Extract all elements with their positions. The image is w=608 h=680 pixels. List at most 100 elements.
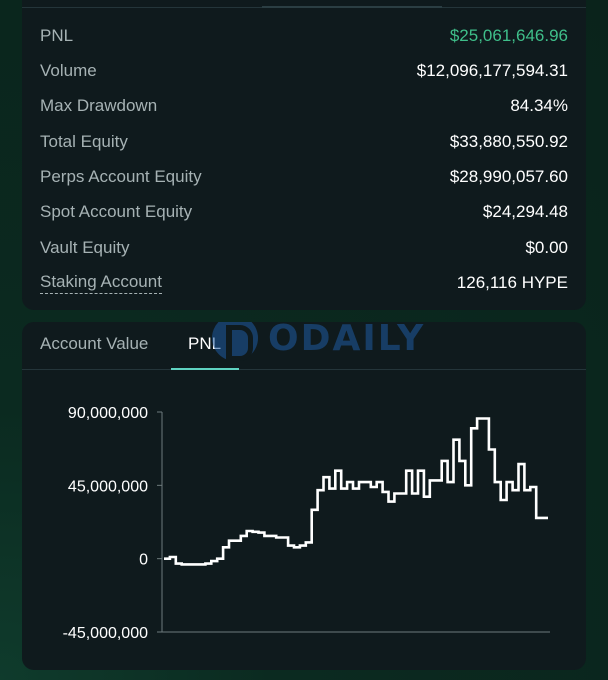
pnl-point xyxy=(412,491,418,497)
pnl-point xyxy=(442,458,448,464)
stat-value: $28,990,057.60 xyxy=(449,167,568,186)
pnl-point xyxy=(483,416,489,422)
y-tick-label: 0 xyxy=(139,552,148,569)
pnl-point xyxy=(241,533,247,539)
scroll-indicator xyxy=(262,6,442,8)
pnl-point xyxy=(229,538,235,544)
pnl-point xyxy=(436,477,442,483)
stat-label: PNL xyxy=(40,26,74,45)
pnl-point xyxy=(259,530,265,536)
pnl-point xyxy=(235,538,241,544)
pnl-point xyxy=(324,474,330,480)
pnl-point xyxy=(199,561,205,567)
pnl-point xyxy=(282,535,288,541)
pnl-point xyxy=(489,447,495,453)
pnl-point xyxy=(253,529,259,535)
pnl-point xyxy=(300,543,306,549)
top-strip xyxy=(22,0,586,8)
pnl-point xyxy=(406,468,412,474)
pnl-point xyxy=(176,561,182,567)
pnl-point xyxy=(430,477,436,483)
pnl-point xyxy=(335,468,341,474)
pnl-point xyxy=(211,558,217,564)
pnl-point xyxy=(471,425,477,431)
pnl-point xyxy=(318,487,324,493)
tab-account-value[interactable]: Account Value xyxy=(40,334,149,353)
pnl-point xyxy=(518,461,524,467)
stat-value: $33,880,550.92 xyxy=(449,132,568,151)
pnl-point xyxy=(353,486,359,492)
stat-row-staking-account: Staking Account 126,116 HYPE xyxy=(40,270,568,296)
pnl-point xyxy=(453,437,459,443)
active-tab-indicator xyxy=(171,368,239,370)
pnl-point xyxy=(217,556,223,562)
pnl-point xyxy=(306,539,312,545)
stat-label: Total Equity xyxy=(40,132,128,151)
pnl-point xyxy=(247,528,253,534)
pnl-line xyxy=(164,417,548,566)
pnl-point xyxy=(264,533,270,539)
pnl-point xyxy=(530,484,536,490)
pnl-point xyxy=(507,479,513,485)
y-tick-label: -45,000,000 xyxy=(63,625,149,642)
chart-card: Account Value PNL ODAILY 90,000,000 45,00… xyxy=(22,322,586,670)
pnl-point xyxy=(276,535,282,541)
pnl-point xyxy=(459,458,465,464)
pnl-point xyxy=(182,561,188,567)
pnl-point xyxy=(329,486,335,492)
stat-label: Volume xyxy=(40,61,97,80)
pnl-series xyxy=(164,416,548,567)
pnl-point xyxy=(394,491,400,497)
pnl-point xyxy=(388,499,394,505)
pnl-point xyxy=(371,484,377,490)
pnl-point xyxy=(223,544,229,550)
pnl-point xyxy=(205,561,211,567)
pnl-point xyxy=(400,491,406,497)
pnl-point xyxy=(448,479,454,485)
stat-row-spot-equity: Spot Account Equity $24,294.48 xyxy=(40,199,568,225)
stat-label: Max Drawdown xyxy=(40,96,158,115)
stat-value: $24,294.48 xyxy=(482,202,568,221)
stat-value: 84.34% xyxy=(510,96,568,115)
pnl-point xyxy=(542,515,548,521)
y-tick-label: 45,000,000 xyxy=(68,478,148,495)
pnl-chart: 90,000,000 45,000,000 0 -45,000,000 xyxy=(63,405,550,642)
stat-value: 126,116 HYPE xyxy=(456,273,568,292)
pnl-point xyxy=(294,544,300,550)
pnl-point xyxy=(164,556,170,562)
stat-value: $25,061,646.96 xyxy=(449,26,568,45)
pnl-point xyxy=(288,543,294,549)
stats-card: PNL $25,061,646.96 Volume $12,096,177,59… xyxy=(22,8,586,310)
y-axis: 90,000,000 45,000,000 0 -45,000,000 xyxy=(63,405,550,642)
stat-row-pnl: PNL $25,061,646.96 xyxy=(40,23,568,49)
stat-row-volume: Volume $12,096,177,594.31 xyxy=(40,58,568,84)
pnl-point xyxy=(524,487,530,493)
pnl-point xyxy=(270,533,276,539)
y-tick-label: 90,000,000 xyxy=(68,405,148,422)
stat-row-perps-equity: Perps Account Equity $28,990,057.60 xyxy=(40,164,568,190)
pnl-point xyxy=(194,561,200,567)
pnl-point xyxy=(477,416,483,422)
pnl-point xyxy=(170,554,176,560)
pnl-point xyxy=(312,507,318,513)
staking-account-link[interactable]: Staking Account xyxy=(40,272,162,294)
stat-row-vault-equity: Vault Equity $0.00 xyxy=(40,235,568,261)
pnl-point xyxy=(501,497,507,503)
pnl-point xyxy=(377,479,383,485)
pnl-point xyxy=(383,489,389,495)
stat-value: $0.00 xyxy=(525,238,568,257)
pnl-point xyxy=(418,468,424,474)
pnl-point xyxy=(465,482,471,488)
pnl-point xyxy=(188,561,194,567)
pnl-point xyxy=(341,486,347,492)
stat-label: Spot Account Equity xyxy=(40,202,193,221)
pnl-point xyxy=(359,479,365,485)
pnl-point xyxy=(513,487,519,493)
pnl-point xyxy=(536,515,542,521)
pnl-point xyxy=(347,479,353,485)
pnl-point xyxy=(424,494,430,500)
pnl-point xyxy=(495,479,501,485)
stat-label: Vault Equity xyxy=(40,238,130,257)
stat-row-total-equity: Total Equity $33,880,550.92 xyxy=(40,129,568,155)
pnl-point xyxy=(365,479,371,485)
